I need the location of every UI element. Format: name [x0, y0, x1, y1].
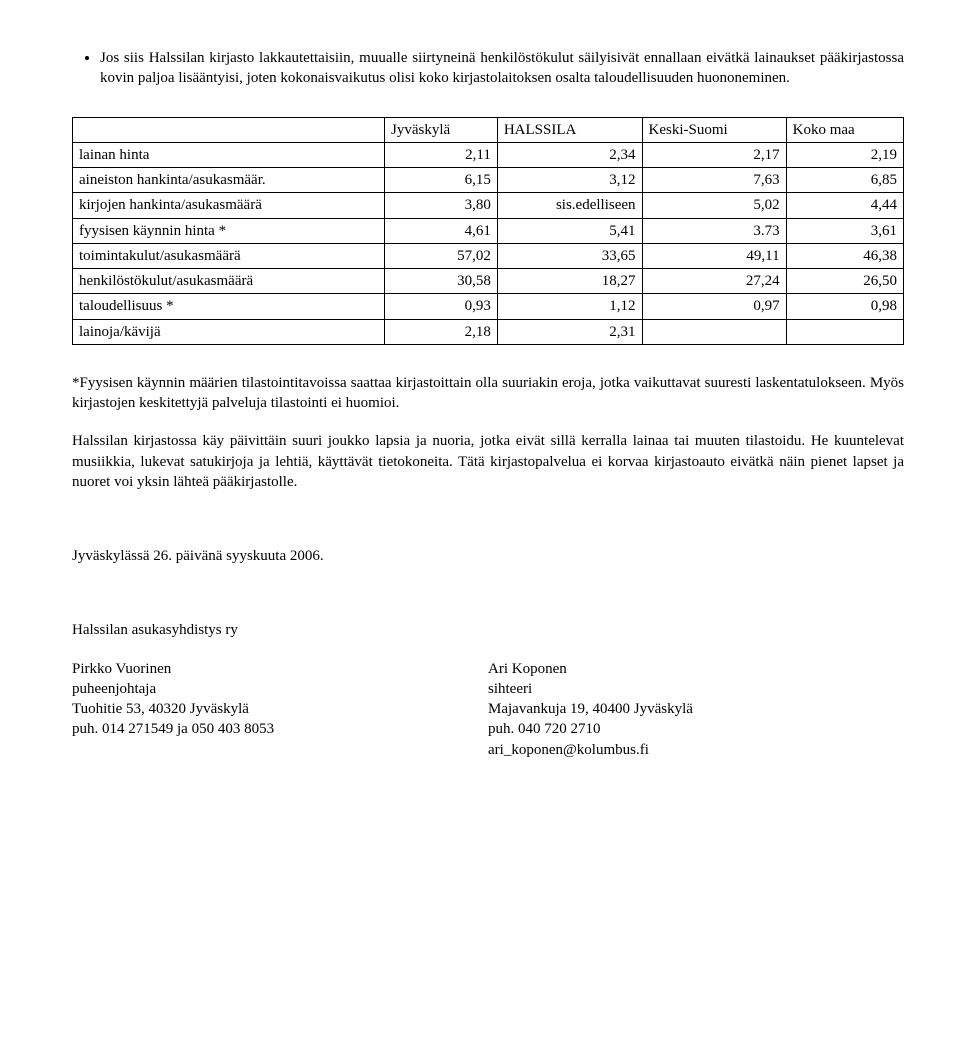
table-row: fyysisen käynnin hinta *4,615,413.733,61 [73, 218, 904, 243]
cell-value: 0,93 [385, 294, 498, 319]
cell-value: 7,63 [642, 168, 786, 193]
dateline: Jyväskylässä 26. päivänä syyskuuta 2006. [72, 546, 904, 566]
org-name: Halssilan asukasyhdistys ry [72, 620, 904, 640]
sig-email: ari_koponen@kolumbus.fi [488, 740, 904, 760]
cell-value: 4,61 [385, 218, 498, 243]
cell-value: 26,50 [786, 269, 903, 294]
row-label: taloudellisuus * [73, 294, 385, 319]
cell-value: sis.edelliseen [497, 193, 642, 218]
row-label: fyysisen käynnin hinta * [73, 218, 385, 243]
table-row: kirjojen hankinta/asukasmäärä3,80sis.ede… [73, 193, 904, 218]
table-row: aineiston hankinta/asukasmäär.6,153,127,… [73, 168, 904, 193]
sig-role: puheenjohtaja [72, 679, 488, 699]
row-label: toimintakulut/asukasmäärä [73, 243, 385, 268]
cell-value: 5,02 [642, 193, 786, 218]
sig-phone: puh. 014 271549 ja 050 403 8053 [72, 719, 488, 739]
table-row: lainoja/kävijä2,182,31 [73, 319, 904, 344]
cell-value: 18,27 [497, 269, 642, 294]
cell-value: 2,31 [497, 319, 642, 344]
sig-phone: puh. 040 720 2710 [488, 719, 904, 739]
table-row: henkilöstökulut/asukasmäärä30,5818,2727,… [73, 269, 904, 294]
stats-table: Jyväskylä HALSSILA Keski-Suomi Koko maa … [72, 117, 904, 345]
cell-value: 49,11 [642, 243, 786, 268]
sig-address: Tuohitie 53, 40320 Jyväskylä [72, 699, 488, 719]
cell-value [642, 319, 786, 344]
sig-role: sihteeri [488, 679, 904, 699]
cell-value [786, 319, 903, 344]
table-header: Keski-Suomi [642, 117, 786, 142]
row-label: lainoja/kävijä [73, 319, 385, 344]
cell-value: 2,11 [385, 142, 498, 167]
cell-value: 0,97 [642, 294, 786, 319]
sig-name: Pirkko Vuorinen [72, 659, 488, 679]
cell-value: 3,61 [786, 218, 903, 243]
signature-left: Pirkko Vuorinen puheenjohtaja Tuohitie 5… [72, 659, 488, 760]
sig-address: Majavankuja 19, 40400 Jyväskylä [488, 699, 904, 719]
table-header-row: Jyväskylä HALSSILA Keski-Suomi Koko maa [73, 117, 904, 142]
table-row: lainan hinta2,112,342,172,19 [73, 142, 904, 167]
table-header: HALSSILA [497, 117, 642, 142]
cell-value: 57,02 [385, 243, 498, 268]
table-header: Jyväskylä [385, 117, 498, 142]
table-header [73, 117, 385, 142]
table-body: lainan hinta2,112,342,172,19aineiston ha… [73, 142, 904, 344]
table-row: toimintakulut/asukasmäärä57,0233,6549,11… [73, 243, 904, 268]
cell-value: 2,17 [642, 142, 786, 167]
cell-value: 27,24 [642, 269, 786, 294]
cell-value: 1,12 [497, 294, 642, 319]
cell-value: 6,85 [786, 168, 903, 193]
sig-name: Ari Koponen [488, 659, 904, 679]
row-label: henkilöstökulut/asukasmäärä [73, 269, 385, 294]
cell-value: 33,65 [497, 243, 642, 268]
signature-block: Pirkko Vuorinen puheenjohtaja Tuohitie 5… [72, 659, 904, 760]
table-row: taloudellisuus *0,931,120,970,98 [73, 294, 904, 319]
body-para: Halssilan kirjastossa käy päivittäin suu… [72, 431, 904, 492]
cell-value: 3.73 [642, 218, 786, 243]
table-header: Koko maa [786, 117, 903, 142]
row-label: lainan hinta [73, 142, 385, 167]
row-label: kirjojen hankinta/asukasmäärä [73, 193, 385, 218]
footnote-para: *Fyysisen käynnin määrien tilastointitav… [72, 373, 904, 414]
cell-value: 30,58 [385, 269, 498, 294]
cell-value: 2,34 [497, 142, 642, 167]
cell-value: 6,15 [385, 168, 498, 193]
cell-value: 5,41 [497, 218, 642, 243]
cell-value: 0,98 [786, 294, 903, 319]
lead-bullet-list: Jos siis Halssilan kirjasto lakkautettai… [72, 48, 904, 89]
cell-value: 2,19 [786, 142, 903, 167]
cell-value: 4,44 [786, 193, 903, 218]
cell-value: 3,80 [385, 193, 498, 218]
cell-value: 2,18 [385, 319, 498, 344]
lead-bullet: Jos siis Halssilan kirjasto lakkautettai… [100, 48, 904, 89]
row-label: aineiston hankinta/asukasmäär. [73, 168, 385, 193]
cell-value: 3,12 [497, 168, 642, 193]
signature-right: Ari Koponen sihteeri Majavankuja 19, 404… [488, 659, 904, 760]
cell-value: 46,38 [786, 243, 903, 268]
